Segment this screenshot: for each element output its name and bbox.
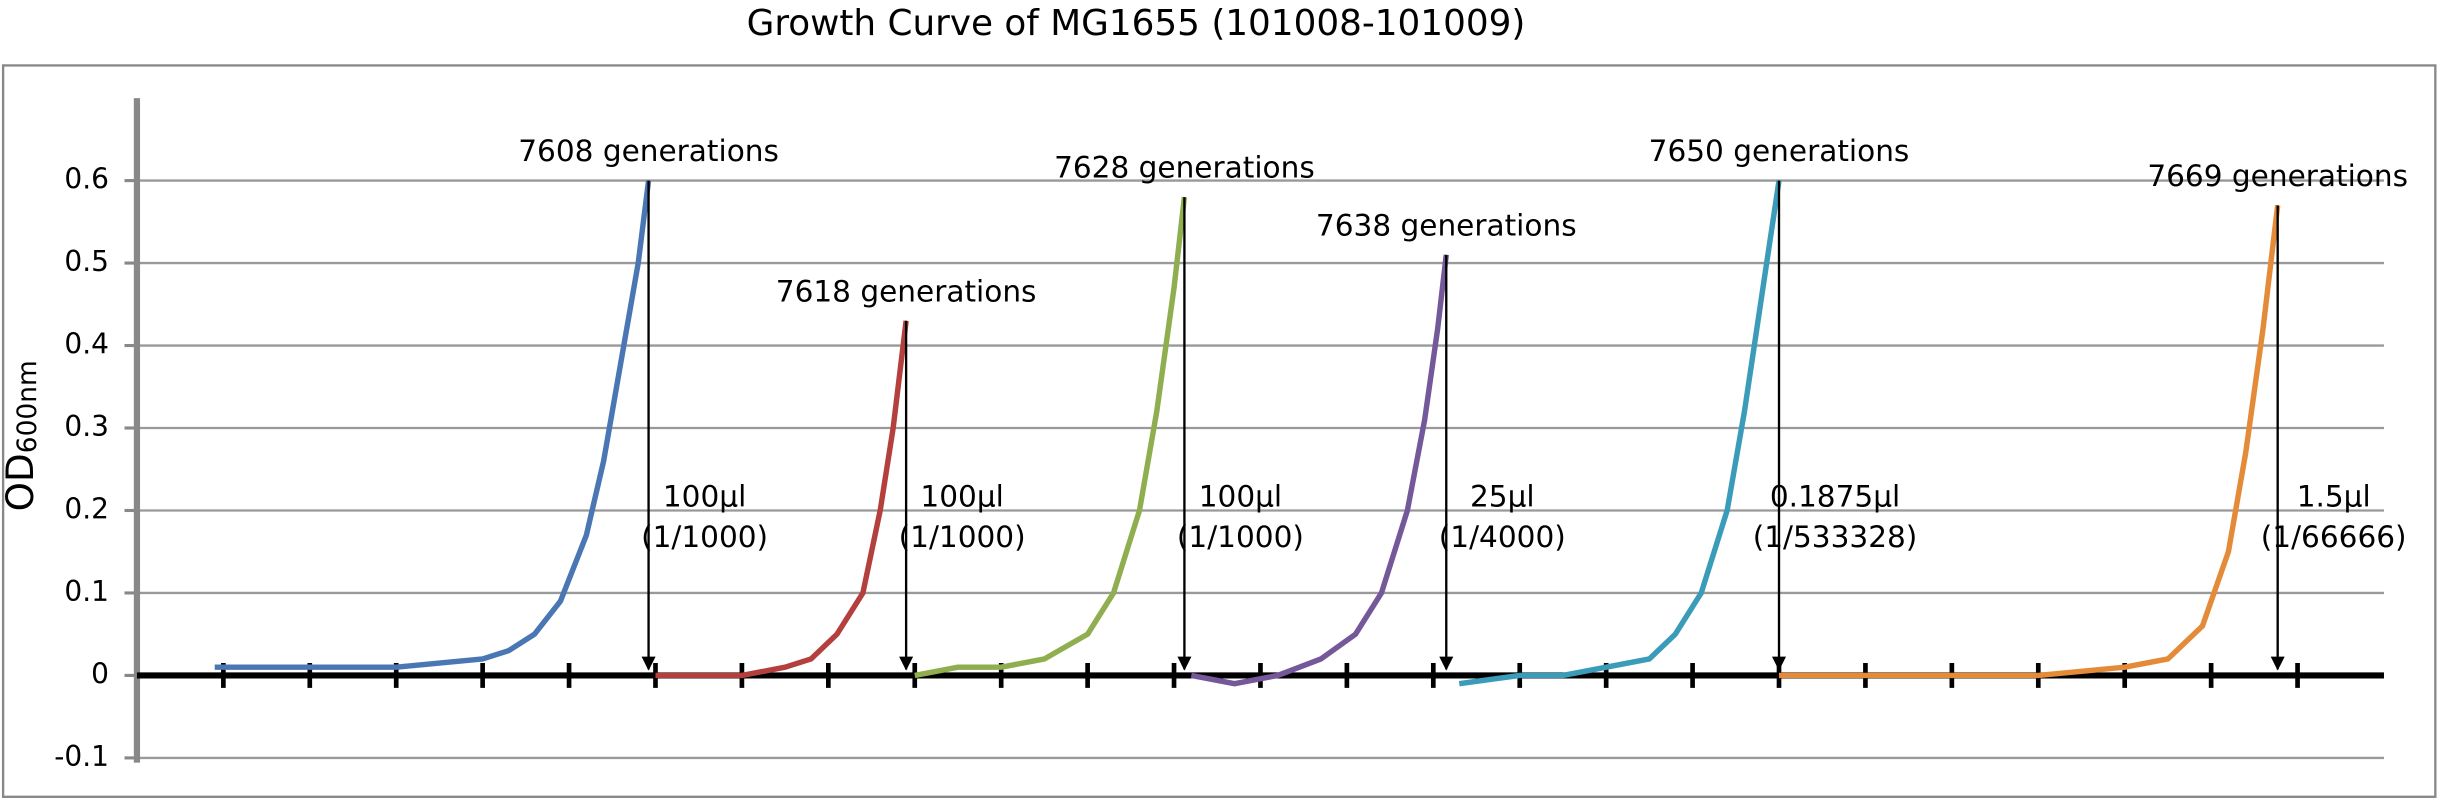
- transfer-note: 25μl: [1470, 480, 1535, 514]
- y-tick-label: 0.3: [64, 410, 109, 443]
- generation-label: 7638 generations: [1316, 208, 1577, 242]
- y-axis-label: OD600nm: [0, 360, 43, 511]
- transfer-note: 1.5μl: [2297, 480, 2371, 514]
- series-line: [214, 180, 652, 670]
- transfer-note: (1/66666): [2261, 520, 2407, 554]
- transfer-note: 100μl: [920, 480, 1003, 514]
- transfer-note: (1/533328): [1753, 520, 1918, 554]
- y-tick-label: 0: [91, 657, 109, 690]
- y-tick-label: 0.1: [64, 575, 109, 608]
- transfer-note: 100μl: [663, 480, 746, 514]
- y-tick-label: 0.4: [64, 328, 109, 361]
- generation-label: 7650 generations: [1649, 134, 1910, 168]
- y-label-main: OD: [0, 453, 41, 511]
- transfer-note: (1/1000): [641, 520, 768, 554]
- y-tick-label: 0.6: [64, 163, 109, 196]
- transfer-note: 0.1875μl: [1770, 480, 1900, 514]
- generation-label: 7618 generations: [776, 274, 1037, 308]
- generation-label: 7608 generations: [518, 134, 779, 168]
- plot-frame: [1, 64, 2437, 798]
- transfer-note: (1/1000): [1177, 520, 1304, 554]
- generation-label: 7628 generations: [1054, 151, 1315, 185]
- generation-label: 7669 generations: [2147, 159, 2408, 193]
- y-label-sub: 600nm: [12, 360, 43, 453]
- transfer-note: (1/1000): [899, 520, 1026, 554]
- transfer-note: 100μl: [1199, 480, 1282, 514]
- y-tick-label: -0.1: [54, 740, 109, 773]
- y-tick-label: 0.5: [64, 245, 109, 278]
- series-line: [914, 196, 1188, 679]
- series-line: [1190, 254, 1449, 687]
- series-line: [1779, 205, 2281, 679]
- chart-title: Growth Curve of MG1655 (101008-101009): [747, 3, 1526, 44]
- series-line: [655, 320, 909, 679]
- series-line: [1458, 180, 1782, 687]
- y-tick-label: 0.2: [64, 492, 109, 525]
- transfer-note: (1/4000): [1439, 520, 1566, 554]
